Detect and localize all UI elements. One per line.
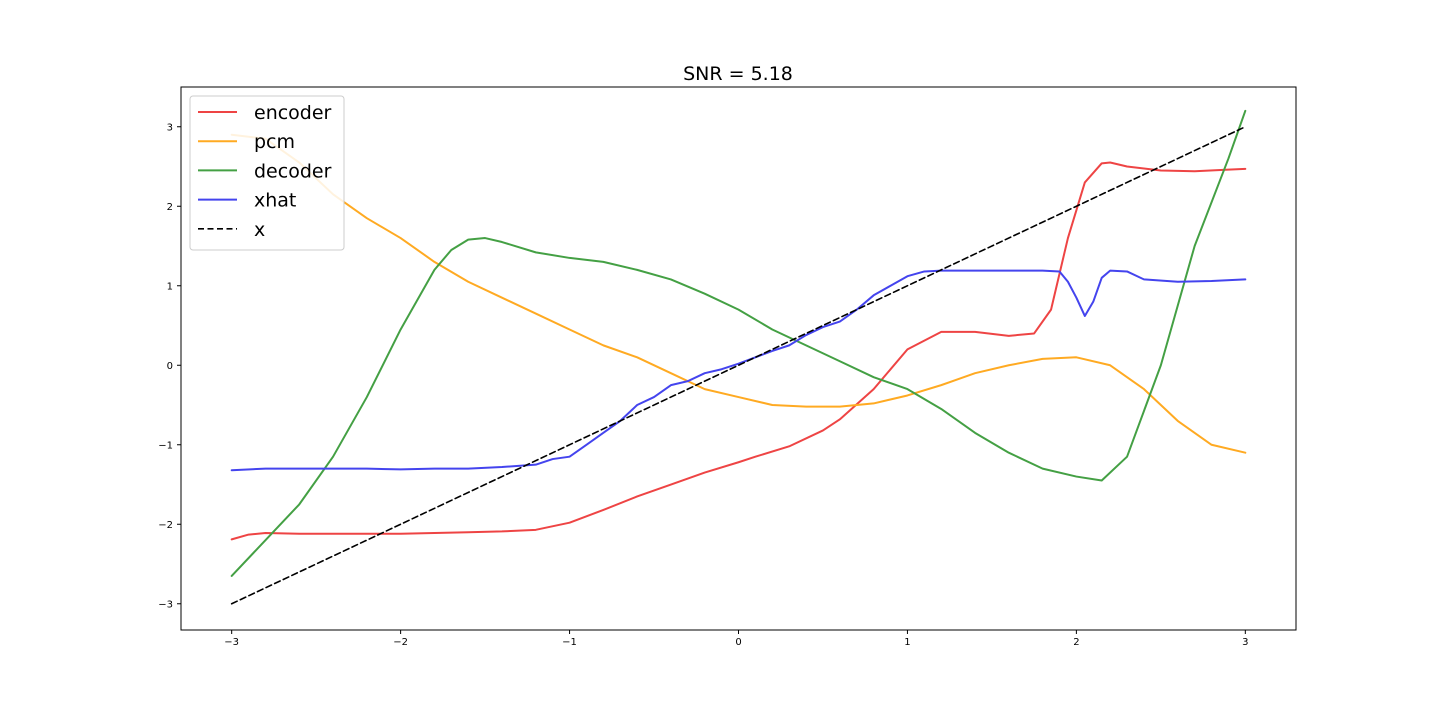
y-tick-label: 0 xyxy=(167,361,173,372)
legend: encoder pcm decoder xhat x xyxy=(189,95,345,251)
y-tick-label: −2 xyxy=(158,520,173,531)
legend-label-pcm: pcm xyxy=(254,131,295,153)
y-tick-label: −1 xyxy=(158,440,173,451)
x-tick-label: −2 xyxy=(393,637,408,648)
x-tick-label: 3 xyxy=(1242,637,1248,648)
x-tick-label: 0 xyxy=(735,637,741,648)
x-tick-label: −3 xyxy=(224,637,239,648)
series-line-xhat xyxy=(230,269,1247,472)
x-tick-label: 1 xyxy=(904,637,910,648)
legend-label-xhat: xhat xyxy=(254,190,296,212)
series-layer xyxy=(230,109,1247,605)
x-tick-label: 2 xyxy=(1073,637,1079,648)
chart-title: SNR = 5.18 xyxy=(683,63,793,85)
series-line-x xyxy=(230,125,1247,605)
x-tick-label: −1 xyxy=(562,637,577,648)
y-tick-label: 2 xyxy=(167,202,173,213)
legend-label-decoder: decoder xyxy=(254,160,332,182)
series-line-encoder xyxy=(230,161,1247,541)
series-line-decoder xyxy=(230,109,1247,577)
legend-label-encoder: encoder xyxy=(254,102,332,124)
y-axis: −3 −2 −1 0 1 2 3 xyxy=(158,122,181,610)
x-axis: −3 −2 −1 0 1 2 3 xyxy=(224,630,1249,648)
y-tick-label: 1 xyxy=(167,281,173,292)
series-line-pcm xyxy=(230,133,1247,454)
legend-box xyxy=(189,95,345,251)
legend-label-x: x xyxy=(254,219,265,241)
y-tick-label: −3 xyxy=(158,599,173,610)
y-tick-label: 3 xyxy=(167,122,173,133)
